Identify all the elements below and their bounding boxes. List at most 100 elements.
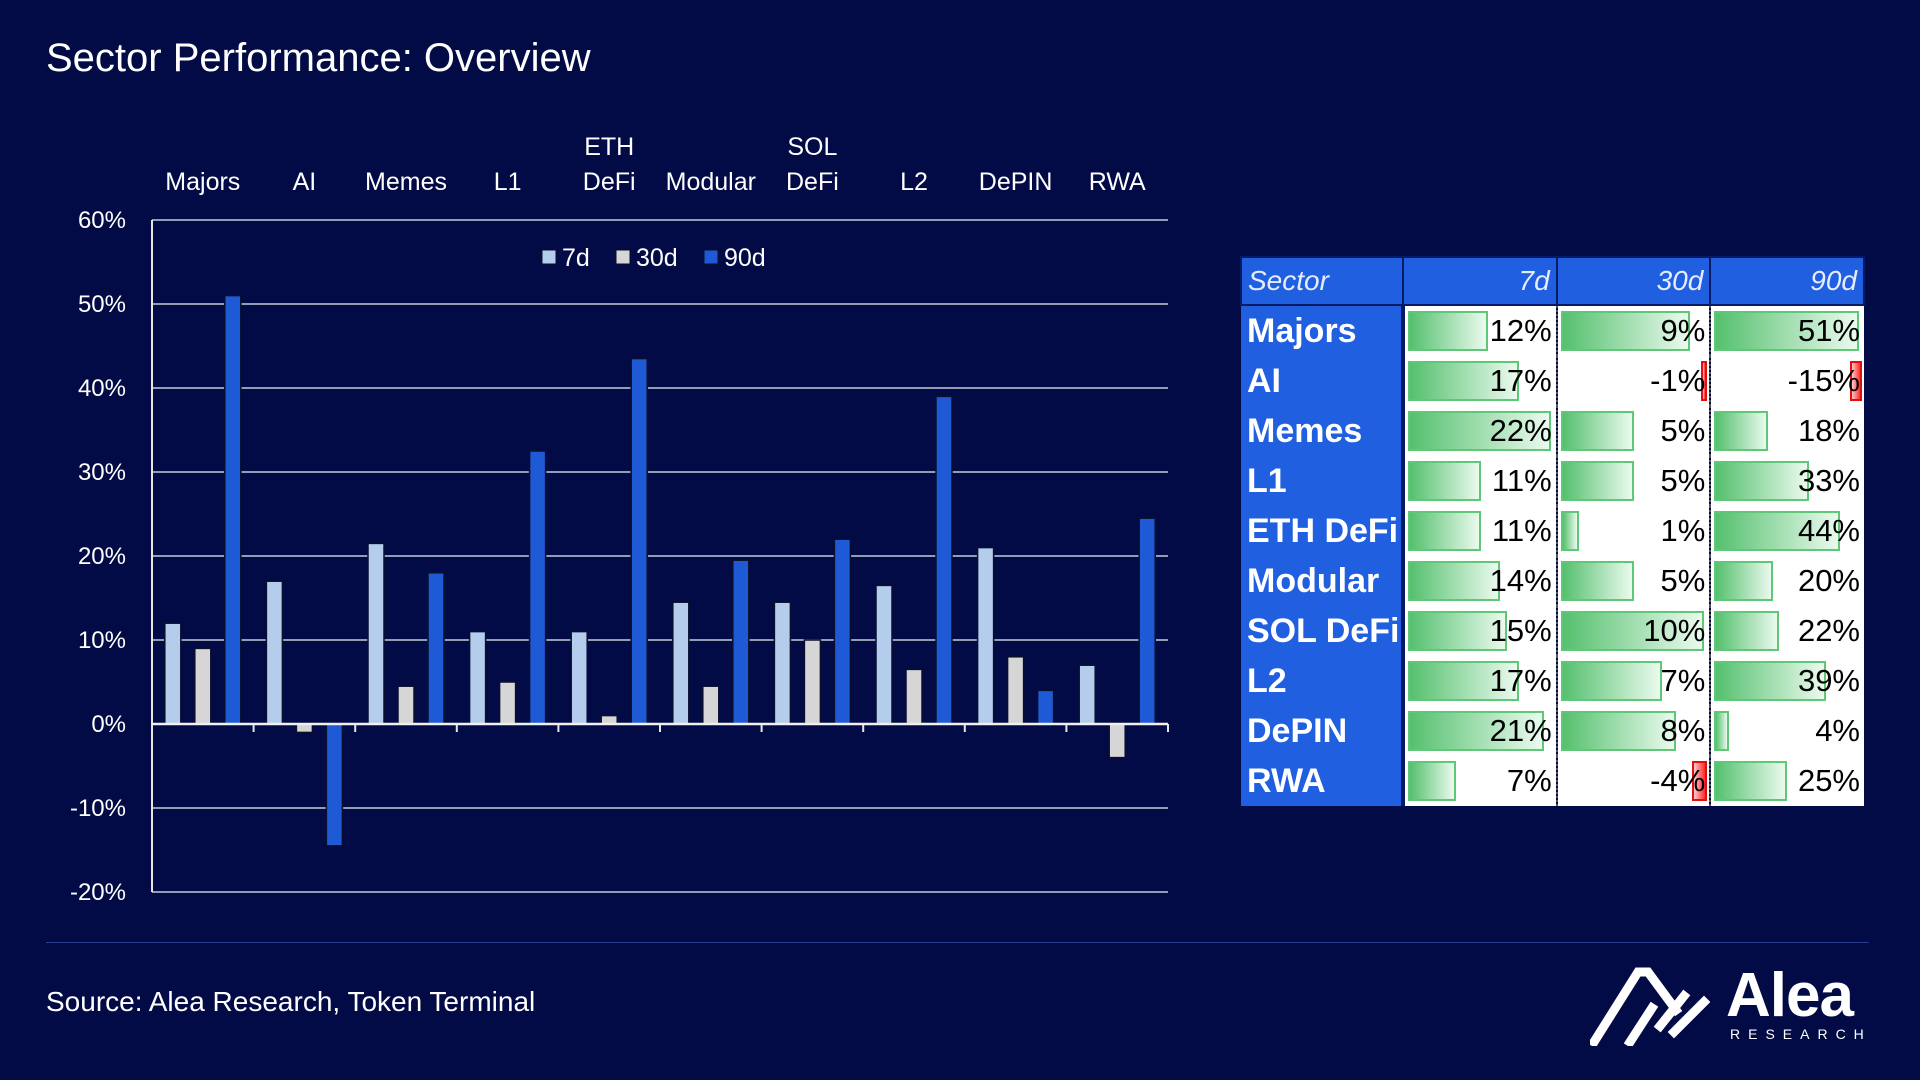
bar-30d (1006, 656, 1025, 725)
table-cell-v7: 22% (1402, 406, 1557, 456)
alea-mark-icon (1590, 967, 1710, 1046)
bar-30d (295, 723, 314, 734)
table-row: Majors 12% 9% 51% (1241, 305, 1864, 356)
bar-7d (672, 601, 690, 725)
x-category-label: DePIN (979, 168, 1053, 196)
table-cell-v30: 5% (1555, 556, 1711, 606)
table-value: 11% (1491, 463, 1552, 498)
y-tick-label: 0% (91, 711, 126, 738)
databar-positive (1560, 411, 1635, 451)
table-cell-sector: Majors (1241, 305, 1405, 356)
bar-30d (803, 639, 822, 725)
table-row: L1 11% 5% 33% (1241, 456, 1864, 506)
y-tick-label: 40% (78, 375, 126, 402)
x-category-label: DeFi (786, 168, 839, 196)
table-value: 9% (1660, 313, 1706, 348)
table-value: -1% (1650, 363, 1706, 398)
table-value: 51% (1797, 313, 1860, 348)
table-cell-v7: 17% (1402, 656, 1557, 706)
table-value: 11% (1491, 513, 1552, 548)
table-value: 4% (1815, 713, 1860, 748)
bar-30d (498, 681, 517, 725)
legend-label: 90d (724, 244, 766, 272)
table-value: 8% (1660, 713, 1706, 748)
alea-logo: Alea RESEARCH (1590, 961, 1880, 1046)
databar-positive (1408, 761, 1457, 801)
databar-positive (1408, 411, 1551, 451)
databar-positive (1714, 411, 1768, 451)
databar-negative (1700, 361, 1708, 401)
bar-90d (224, 294, 242, 725)
x-category-label: Majors (165, 168, 240, 196)
table-value: 25% (1797, 763, 1860, 798)
table-cell-v30: 7% (1555, 656, 1711, 706)
table-value: 17% (1489, 663, 1552, 698)
bar-30d (1108, 723, 1126, 759)
bar-30d (600, 714, 618, 725)
y-tick-label: 20% (78, 543, 126, 570)
y-tick-label: 50% (78, 291, 126, 318)
databar-positive (1560, 661, 1663, 701)
table-row: ETH DeFi 11% 1% 44% (1241, 506, 1864, 556)
table-value: -15% (1787, 363, 1860, 398)
table-row: Modular 14% 5% 20% (1241, 556, 1864, 606)
table-value: 7% (1660, 663, 1706, 698)
table-cell-v90: 22% (1709, 606, 1864, 656)
table-row: Memes 22% 5% 18% (1241, 406, 1864, 456)
bar-30d (905, 668, 923, 725)
table-value: 18% (1797, 413, 1860, 448)
table-cell-v30: 8% (1555, 706, 1711, 756)
bar-30d (702, 685, 720, 725)
table-cell-v90: 18% (1709, 406, 1864, 456)
legend-swatch-30d (615, 249, 631, 265)
x-category-label: Modular (666, 168, 756, 196)
sector-performance-chart: 60% 50% 40% 30% 20% 10% 0% -10% -20% Majors AI Meme… (70, 133, 1169, 906)
table-cell-v90: 51% (1709, 305, 1864, 356)
logo-wordmark: Alea (1726, 961, 1854, 1030)
x-category-label: AI (293, 168, 317, 196)
databar-negative (1849, 361, 1862, 401)
databar-positive (1714, 561, 1774, 601)
table-header-7d: 7d (1402, 256, 1558, 306)
bar-90d (1036, 689, 1055, 725)
table-body: Majors 12% 9% 51% AI 17% -1% -15% Memes 22% 5% 18% L… (1241, 305, 1864, 806)
table-value: 15% (1489, 613, 1552, 648)
table-row: RWA 7% -4% 25% (1241, 756, 1864, 806)
table-cell-v30: 5% (1555, 456, 1711, 506)
databar-positive (1560, 511, 1579, 551)
bar-90d (528, 450, 547, 725)
table-value: 33% (1797, 463, 1860, 498)
table-cell-v7: 14% (1402, 556, 1557, 606)
databar-positive (1714, 661, 1826, 701)
table-cell-v7: 7% (1402, 756, 1557, 806)
footer-divider (46, 942, 1869, 943)
bar-7d (164, 622, 182, 725)
bar-7d (570, 630, 588, 725)
bar-30d (194, 647, 212, 725)
table-cell-v90: 39% (1709, 656, 1864, 706)
bar-90d (732, 559, 750, 725)
databar-positive (1560, 311, 1691, 351)
databar-positive (1560, 611, 1705, 651)
bar-7d (875, 584, 893, 725)
x-category-label: SOL (787, 133, 837, 161)
table-value: 17% (1489, 363, 1552, 398)
table-value: 10% (1643, 613, 1706, 648)
databar-positive (1560, 711, 1677, 751)
table-row: L2 17% 7% 39% (1241, 656, 1864, 706)
table-cell-sector: SOL DeFi (1241, 606, 1405, 656)
table-cell-v30: -1% (1555, 356, 1711, 406)
table-value: 7% (1506, 763, 1552, 798)
databar-positive (1714, 611, 1779, 651)
x-category-label: Memes (365, 168, 447, 196)
databar-positive (1714, 711, 1730, 751)
bar-30d (397, 685, 415, 725)
databar-positive (1408, 511, 1482, 551)
databar-positive (1714, 511, 1840, 551)
source-note: Source: Alea Research, Token Terminal (46, 986, 536, 1017)
table-cell-sector: RWA (1241, 756, 1405, 806)
y-tick-label: 30% (78, 459, 126, 486)
table-value: 21% (1489, 713, 1552, 748)
bar-7d (773, 601, 792, 725)
databar-positive (1714, 761, 1788, 801)
